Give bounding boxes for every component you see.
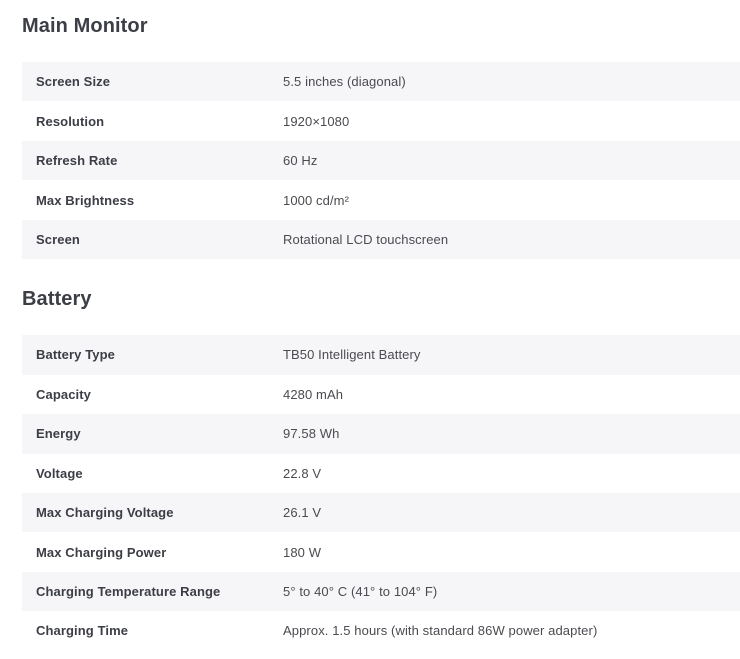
spec-label: Screen Size	[36, 74, 111, 90]
spec-label: Charging Time	[36, 623, 129, 639]
spec-row: Max Charging Voltage 26.1 V	[22, 492, 740, 533]
spec-value: 4280 mAh	[283, 386, 344, 402]
spec-value: 1000 cd/m²	[283, 192, 350, 208]
section-title: Main Monitor	[22, 15, 148, 37]
spec-label: Max Charging Power	[36, 544, 167, 560]
spec-label: Energy	[36, 426, 81, 442]
spec-section: Main Monitor Screen Size 5.5 inches (dia…	[0, 12, 740, 260]
spec-row: Charging Temperature Range 5° to 40° C (…	[22, 571, 740, 612]
spec-label: Capacity	[36, 386, 91, 402]
spec-row: Screen Size 5.5 inches (diagonal)	[22, 62, 740, 102]
spec-label: Screen	[36, 231, 80, 247]
spec-value: Approx. 1.5 hours (with standard 86W pow…	[283, 623, 598, 639]
spec-value: 1920×1080	[283, 113, 350, 129]
spec-row: Voltage 22.8 V	[22, 454, 740, 493]
spec-value: 26.1 V	[283, 505, 322, 521]
spec-label: Max Charging Voltage	[36, 505, 174, 521]
spec-row: Capacity 4280 mAh	[22, 375, 740, 414]
spec-row: Energy 97.58 Wh	[22, 414, 740, 454]
spec-value: 22.8 V	[283, 465, 322, 481]
spec-value: 5.5 inches (diagonal)	[283, 74, 406, 90]
spec-value: TB50 Intelligent Battery	[283, 347, 421, 363]
spec-section: Battery Battery Type TB50 Intelligent Ba…	[0, 285, 740, 651]
spec-row: Charging Time Approx. 1.5 hours (with st…	[22, 611, 740, 650]
spec-value: 97.58 Wh	[283, 426, 340, 442]
spec-value: 5° to 40° C (41° to 104° F)	[283, 584, 438, 600]
spec-label: Resolution	[36, 113, 105, 129]
spec-row: Max Brightness 1000 cd/m²	[22, 180, 740, 219]
spec-label: Voltage	[36, 465, 83, 481]
spec-row: Max Charging Power 180 W	[22, 532, 740, 571]
spec-label: Charging Temperature Range	[36, 584, 221, 600]
spec-value: Rotational LCD touchscreen	[283, 231, 449, 247]
spec-value: 60 Hz	[283, 153, 318, 169]
spec-row: Screen Rotational LCD touchscreen	[22, 219, 740, 260]
spec-label: Battery Type	[36, 347, 115, 363]
spec-table: Battery Type TB50 Intelligent Battery Ca…	[22, 335, 740, 651]
spec-row: Battery Type TB50 Intelligent Battery	[22, 335, 740, 375]
spec-table: Screen Size 5.5 inches (diagonal) Resolu…	[22, 62, 740, 260]
spec-label: Refresh Rate	[36, 153, 118, 169]
spec-label: Max Brightness	[36, 192, 135, 208]
spec-value: 180 W	[283, 544, 322, 560]
section-title: Battery	[22, 288, 92, 311]
spec-row: Refresh Rate 60 Hz	[22, 140, 740, 181]
spec-row: Resolution 1920×1080	[22, 101, 740, 140]
